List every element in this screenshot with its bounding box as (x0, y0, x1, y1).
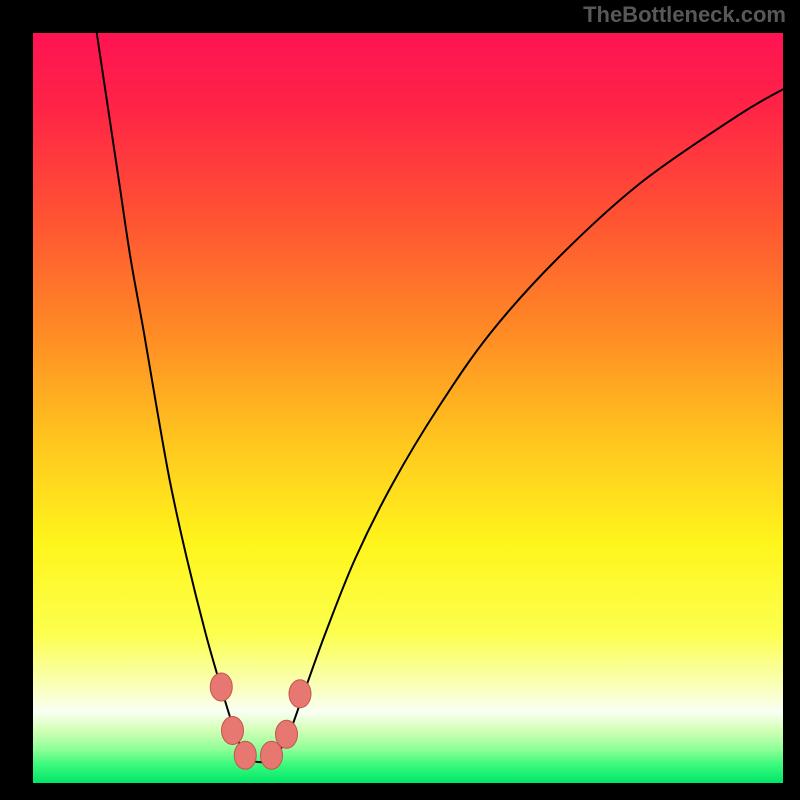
data-marker (289, 680, 311, 708)
data-marker (234, 741, 256, 769)
bottleneck-chart (0, 0, 800, 800)
attribution-text: TheBottleneck.com (583, 2, 786, 28)
data-marker (276, 720, 298, 748)
gradient-background (33, 33, 783, 783)
data-marker (210, 673, 232, 701)
data-marker (222, 717, 244, 745)
